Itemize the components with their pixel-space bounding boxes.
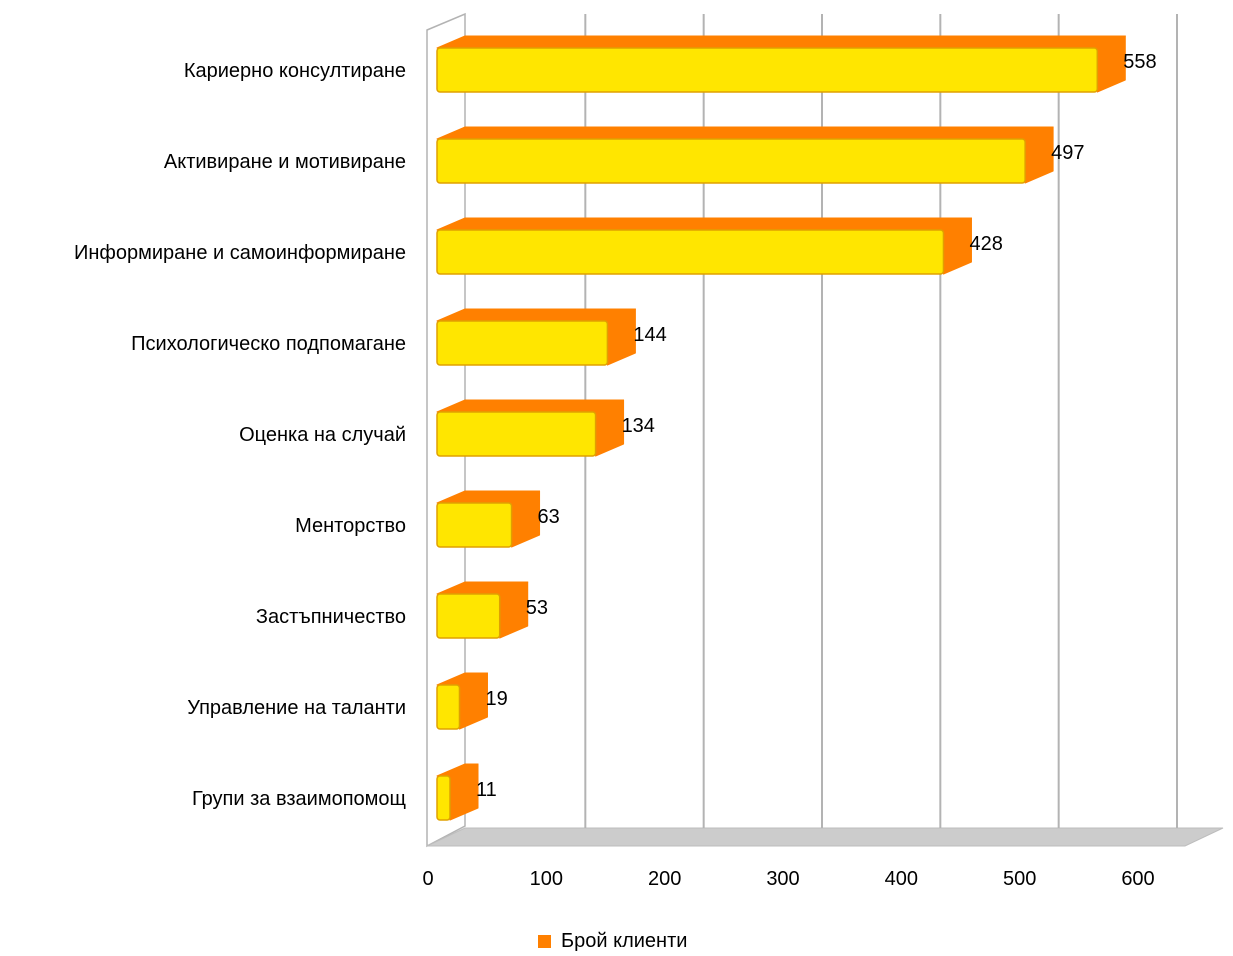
- x-tick-label: 400: [885, 868, 918, 890]
- data-label: 19: [485, 688, 507, 710]
- data-label: 497: [1051, 142, 1084, 164]
- bar-front: [436, 320, 609, 366]
- x-tick-labels: 0 100 200 300 400 500 600: [422, 868, 1154, 890]
- bar-front: [436, 684, 461, 730]
- data-label: 558: [1123, 51, 1156, 73]
- data-label: 53: [526, 597, 548, 619]
- category-label: Информиране и самоинформиране: [74, 242, 406, 264]
- legend-label: Брой клиенти: [561, 930, 688, 952]
- bar-front: [436, 411, 597, 457]
- category-label: Застъпничество: [256, 606, 406, 628]
- bar-front: [436, 229, 945, 275]
- data-label: 63: [538, 506, 560, 528]
- category-label: Менторство: [295, 515, 406, 537]
- x-tick-label: 600: [1121, 868, 1154, 890]
- bar-front: [436, 775, 451, 821]
- legend-swatch: [538, 935, 551, 948]
- bar: [436, 126, 1054, 184]
- bar: [436, 399, 625, 457]
- bar: [436, 672, 488, 730]
- data-labels: 558 497 428 144 134 63 53 19 11: [476, 51, 1157, 801]
- category-labels: Кариерно консултиране Активиране и мотиви…: [74, 60, 406, 810]
- bar-top: [436, 126, 1054, 140]
- category-label: Психологическо подпомагане: [131, 333, 406, 355]
- bar: [436, 763, 479, 821]
- data-label: 11: [476, 779, 497, 801]
- bar: [436, 308, 636, 366]
- bar-top: [436, 217, 972, 231]
- category-label: Активиране и мотивиране: [164, 151, 406, 173]
- bar: [436, 581, 529, 639]
- bar-front: [436, 47, 1099, 93]
- bar-front: [436, 138, 1026, 184]
- data-label: 428: [969, 233, 1002, 255]
- bar: [436, 35, 1126, 93]
- x-tick-label: 300: [766, 868, 799, 890]
- bar-top: [436, 399, 625, 413]
- bar-top: [436, 35, 1126, 49]
- left-wall: [426, 12, 466, 848]
- x-tick-label: 200: [648, 868, 681, 890]
- bar: [436, 490, 541, 548]
- data-label: 144: [633, 324, 666, 346]
- floor: [426, 827, 1224, 847]
- x-tick-label: 0: [422, 868, 433, 890]
- category-label: Управление на таланти: [187, 697, 406, 719]
- data-label: 134: [622, 415, 655, 437]
- bar-top: [436, 308, 636, 322]
- bars: [436, 35, 1126, 821]
- legend: Брой клиенти: [538, 930, 687, 953]
- x-tick-label: 500: [1003, 868, 1036, 890]
- category-label: Групи за взаимопомощ: [192, 788, 406, 810]
- x-tick-label: 100: [530, 868, 563, 890]
- chart-walls: [426, 12, 1224, 848]
- category-label: Кариерно консултиране: [184, 60, 406, 82]
- bar-front: [436, 593, 501, 639]
- bar: [436, 217, 972, 275]
- bar-front: [436, 502, 513, 548]
- category-label: Оценка на случай: [239, 424, 406, 446]
